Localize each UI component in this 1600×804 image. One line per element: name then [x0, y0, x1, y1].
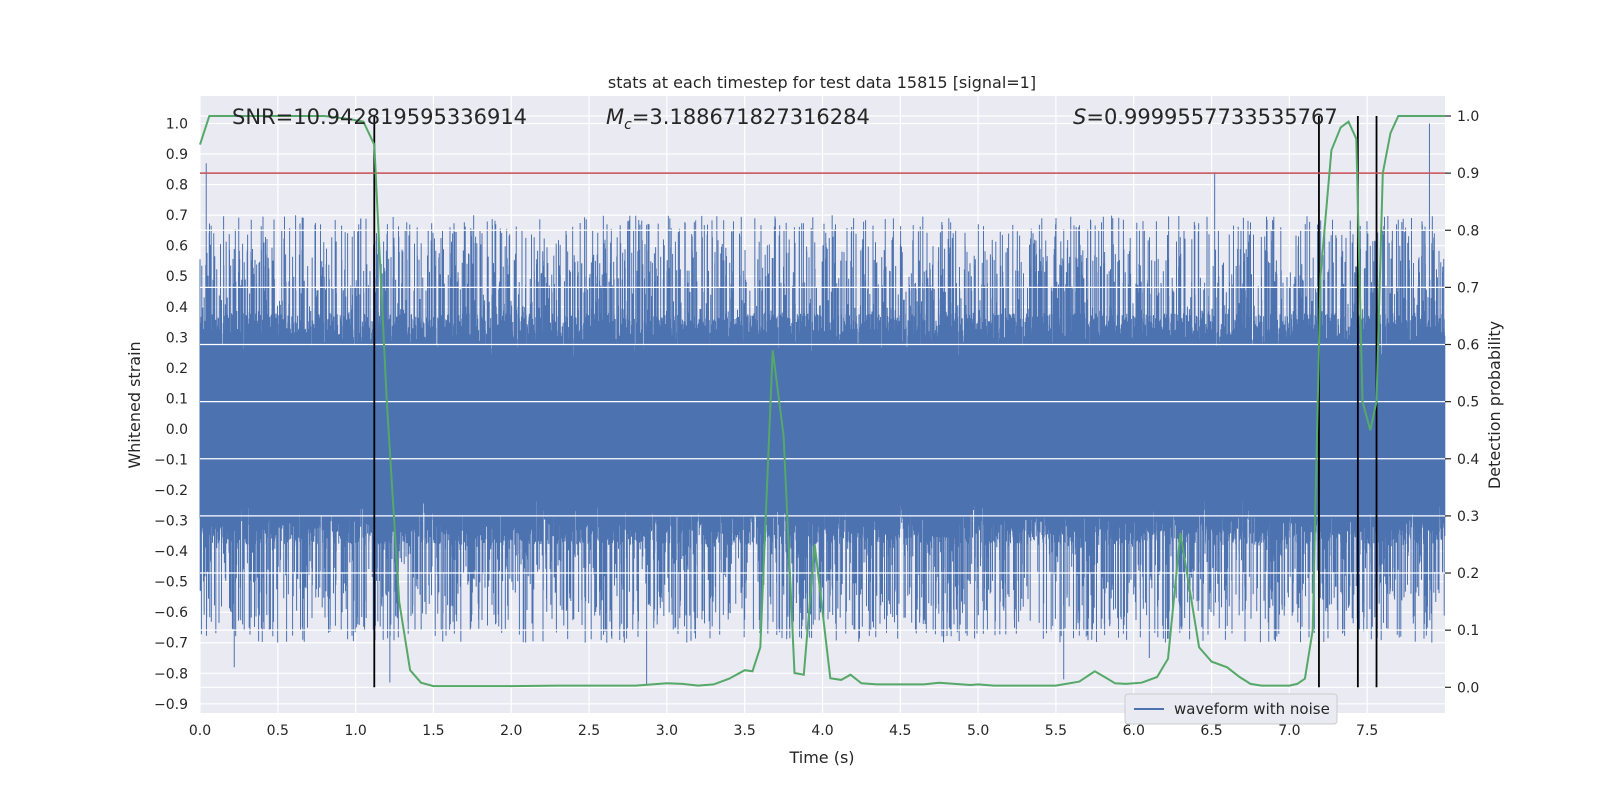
chart-title: stats at each timestep for test data 158…: [608, 73, 1036, 92]
score-annotation: S=0.9999557733535767: [1073, 105, 1338, 129]
left-tick-label: −0.9: [154, 697, 188, 713]
left-tick-label: −0.4: [154, 544, 188, 560]
x-tick-label: 3.0: [656, 723, 678, 739]
left-tick-label: −0.8: [154, 666, 188, 682]
x-tick-label: 6.0: [1123, 723, 1145, 739]
x-axis-ticks: 0.0 0.5 1.0 1.5 2.0 2.5 3.0 3.5 4.0 4.5 5.0 5.5 6.0 6…: [189, 723, 1378, 739]
left-tick-label: 0.6: [166, 239, 188, 255]
x-tick-label: 2.5: [578, 723, 600, 739]
left-tick-label: −0.3: [154, 514, 188, 530]
x-tick-label: 3.5: [734, 723, 756, 739]
legend-box: [1124, 693, 1338, 725]
right-tick-label: 0.9: [1457, 166, 1479, 182]
left-tick-label: 1.0: [166, 116, 188, 132]
overlay-lines: [199, 115, 1445, 688]
x-tick-label: 7.5: [1356, 723, 1378, 739]
right-tick-label: 0.1: [1457, 623, 1479, 639]
right-tick-label: 1.0: [1457, 109, 1479, 125]
left-tick-label: 0.3: [166, 330, 188, 346]
x-tick-label: 5.0: [967, 723, 989, 739]
left-tick-label: −0.5: [154, 575, 188, 591]
x-tick-label: 4.0: [811, 723, 833, 739]
left-tick-label: 0.4: [166, 300, 188, 316]
left-tick-label: 0.2: [166, 361, 188, 377]
left-tick-label: −0.7: [154, 636, 188, 652]
x-axis-label: Time (s): [788, 748, 854, 767]
score-symbol: S: [1073, 105, 1086, 129]
series-waveform-with-noise: [199, 123, 1446, 686]
snr-annotation: SNR=10.942819595336914: [232, 105, 527, 129]
right-tick-label: 0.4: [1457, 452, 1479, 468]
chirp-mass-annotation: Mc=3.188671827316284: [606, 105, 870, 133]
x-tick-label: 5.5: [1045, 723, 1067, 739]
x-tick-label: 6.5: [1200, 723, 1222, 739]
left-tick-label: 0.9: [166, 147, 188, 163]
right-tick-label: 0.8: [1457, 223, 1479, 239]
right-tick-label: 0.7: [1457, 280, 1479, 296]
left-tick-label: −0.2: [154, 483, 188, 499]
left-tick-label: 0.8: [166, 178, 188, 194]
chirp-mass-symbol: M: [606, 105, 624, 129]
waveform-trace: [199, 123, 1446, 686]
left-tick-label: 0.1: [166, 391, 188, 407]
legend: waveform with noise: [1124, 693, 1338, 725]
left-tick-label: −0.1: [154, 452, 188, 468]
x-tick-label: 1.0: [344, 723, 366, 739]
left-tick-label: 0.5: [166, 269, 188, 285]
right-tick-label: 0.5: [1457, 395, 1479, 411]
left-axis-ticks: 1.0 0.9 0.8 0.7 0.6 0.5 0.4 0.3 0.2 0.1 0.0 −0.1 −0.…: [154, 116, 188, 712]
x-tick-label: 0.0: [189, 723, 211, 739]
right-axis-label: Detection probability: [1485, 321, 1504, 489]
legend-label-waveform: waveform with noise: [1174, 700, 1330, 718]
x-tick-label: 2.0: [500, 723, 522, 739]
right-tick-label: 0.0: [1457, 680, 1479, 696]
left-tick-label: −0.6: [154, 605, 188, 621]
chirp-mass-value: =3.188671827316284: [632, 105, 870, 129]
left-axis-label: Whitened strain: [125, 341, 144, 468]
left-tick-label: 0.0: [166, 422, 188, 438]
x-tick-label: 7.0: [1278, 723, 1300, 739]
x-tick-label: 4.5: [889, 723, 911, 739]
left-tick-label: 0.7: [166, 208, 188, 224]
right-tick-label: 0.2: [1457, 566, 1479, 582]
right-tick-label: 0.6: [1457, 338, 1479, 354]
chirp-mass-subscript: c: [624, 117, 632, 133]
score-value: =0.9999557733535767: [1086, 105, 1337, 129]
x-tick-label: 1.5: [422, 723, 444, 739]
x-tick-label: 0.5: [267, 723, 289, 739]
detection-probability-line: [199, 115, 1445, 688]
right-axis-ticks: 1.0 0.9 0.8 0.7 0.6 0.5 0.4 0.3 0.2 0.1 0.0: [1445, 109, 1479, 696]
right-tick-label: 0.3: [1457, 509, 1479, 525]
